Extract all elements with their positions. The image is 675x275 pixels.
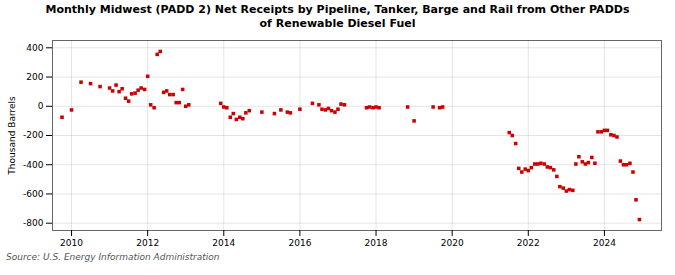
svg-text:-200: -200 [23, 130, 44, 140]
svg-text:2022: 2022 [517, 237, 540, 247]
svg-text:2020: 2020 [441, 237, 464, 247]
svg-text:-800: -800 [23, 218, 44, 228]
svg-text:400: 400 [26, 42, 43, 52]
html-text:Monthly Midwest (PADD 2) Net R: Monthly Midwest (PADD 2) Net Receipts by… [45, 3, 630, 16]
svg-text:2024: 2024 [593, 237, 616, 247]
svg-text:200: 200 [26, 72, 43, 82]
svg-text:2018: 2018 [365, 237, 388, 247]
svg-text:2016: 2016 [288, 237, 311, 247]
svg-text:0: 0 [38, 101, 44, 111]
svg-text:Thousand Barrels: Thousand Barrels [7, 96, 17, 176]
svg-text:2014: 2014 [212, 237, 235, 247]
svg-text:-400: -400 [23, 159, 44, 169]
svg-text:2012: 2012 [136, 237, 159, 247]
svg-text:-600: -600 [23, 188, 44, 198]
html-text:Source: U.S. Energy Informatio: Source: U.S. Energy Information Administ… [6, 251, 220, 262]
html-text:of Renewable Diesel Fuel: of Renewable Diesel Fuel [259, 17, 416, 31]
svg-text:2010: 2010 [60, 237, 83, 247]
